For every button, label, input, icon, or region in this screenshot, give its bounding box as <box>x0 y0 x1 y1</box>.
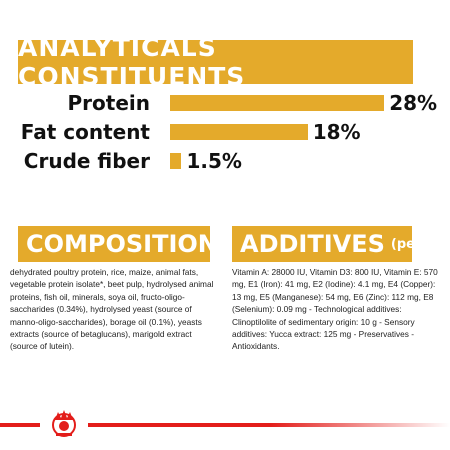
constituent-label: Fat content <box>20 120 150 144</box>
constituent-bar <box>170 95 385 111</box>
constituent-value: 28% <box>389 91 438 115</box>
constituent-row-fiber: Crude fiber 1.5% <box>0 148 450 174</box>
banner-title: ANALYTICALS CONSTITUENTS <box>18 33 246 91</box>
composition-header: COMPOSITION <box>18 226 218 262</box>
footer-divider <box>0 423 450 427</box>
additives-header: ADDITIVES (per kg) <box>232 226 450 262</box>
constituent-row-fat: Fat content 18% <box>0 119 450 145</box>
constituent-value: 1.5% <box>186 149 242 173</box>
crown-icon <box>52 410 76 437</box>
composition-title: COMPOSITION <box>26 230 218 258</box>
constituent-value: 18% <box>312 120 361 144</box>
additives-subtitle: (per kg) <box>390 236 450 252</box>
constituent-bar <box>170 124 308 140</box>
additives-text: Vitamin A: 28000 IU, Vitamin D3: 800 IU,… <box>232 267 438 352</box>
constituent-label: Crude fiber <box>23 149 150 173</box>
additives-title: ADDITIVES <box>240 230 385 258</box>
constituent-bar <box>170 153 182 169</box>
analytical-constituents-banner: ANALYTICALS CONSTITUENTS <box>18 33 413 91</box>
constituent-label: Protein <box>67 91 150 115</box>
constituent-row-protein: Protein 28% <box>0 90 450 116</box>
composition-text: dehydrated poultry protein, rice, maize,… <box>10 267 214 352</box>
royal-canin-logo-icon <box>40 400 88 444</box>
